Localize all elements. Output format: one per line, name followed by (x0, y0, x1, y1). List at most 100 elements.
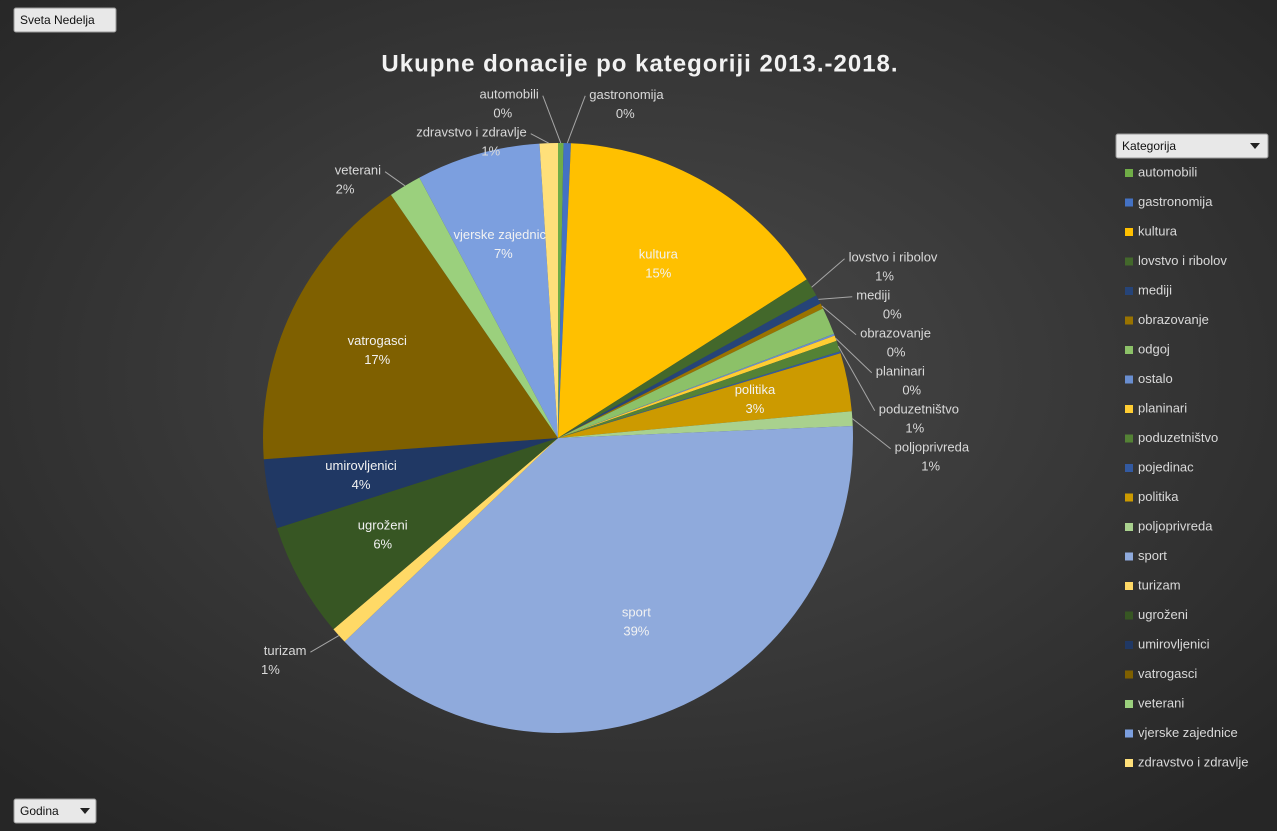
legend-swatch (1125, 611, 1133, 620)
data-label: lovstvo i ribolov 1% (849, 250, 938, 284)
legend-label: obrazovanje (1138, 312, 1209, 327)
legend-label: vatrogasci (1138, 666, 1197, 681)
legend-swatch (1125, 257, 1133, 266)
legend-swatch (1125, 670, 1133, 679)
data-label: poduzetništvo 1% (879, 402, 959, 436)
label-category: turizam (264, 644, 307, 659)
data-label: obrazovanje 0% (860, 326, 931, 360)
button-box[interactable] (1115, 133, 1269, 159)
label-category: veterani (335, 163, 381, 178)
legend-swatch (1125, 228, 1133, 236)
button-label[interactable]: Kategorija (1122, 139, 1176, 153)
pie-slice (390, 177, 558, 438)
leader-line (835, 337, 873, 374)
dropdown-arrow[interactable] (1250, 143, 1260, 149)
leader-line (566, 95, 586, 144)
label-value: 2% (336, 182, 355, 197)
axis-filter-button[interactable]: Godina (13, 798, 97, 824)
legend-label: planinari (1138, 400, 1187, 415)
data-label: kultura 15% (639, 247, 679, 281)
label-category: lovstvo i ribolov (849, 250, 938, 265)
pie-slice (539, 143, 558, 438)
label-value: 1% (481, 144, 500, 159)
label-category: politika (735, 382, 776, 397)
dropdown-arrow[interactable] (80, 808, 90, 814)
pie-slice (558, 143, 807, 438)
label-category: vjerske zajednice (453, 227, 553, 242)
pie-slice (558, 411, 853, 438)
leader-line (821, 305, 857, 336)
leader-line (852, 418, 891, 450)
data-label: politika 3% (735, 382, 776, 416)
button-box[interactable] (13, 7, 117, 33)
pie-slice (558, 308, 835, 438)
legend-swatch (1125, 434, 1133, 443)
legend-label: vjerske zajednice (1138, 725, 1238, 740)
label-value: 0% (616, 106, 635, 121)
legend-swatch (1125, 641, 1133, 649)
leader-line (811, 258, 845, 288)
legend-swatch (1125, 700, 1133, 708)
data-label: veterani 2% (335, 163, 381, 197)
legend-label: kultura (1138, 223, 1178, 238)
leader-line (542, 95, 562, 144)
label-value: 0% (883, 307, 902, 322)
label-value: 4% (352, 478, 371, 493)
data-label: gastronomija 0% (589, 87, 664, 121)
pie-slice (558, 335, 837, 438)
pie-slice (558, 143, 564, 438)
label-category: poljoprivreda (895, 440, 970, 455)
label-value: 15% (645, 266, 671, 281)
report-filter-button[interactable]: Sveta Nedelja (13, 7, 117, 33)
data-label: turizam 1% (261, 644, 306, 678)
label-category: ugroženi (358, 518, 408, 533)
label-value: 0% (902, 383, 921, 398)
chart-title: Ukupne donacije po kategoriji 2013.-2018… (381, 50, 898, 77)
legend-filter-button[interactable]: Kategorija (1115, 133, 1269, 159)
label-category: umirovljenici (325, 459, 397, 474)
label-value: 0% (493, 106, 512, 121)
label-category: vatrogasci (348, 333, 407, 348)
pie-slice (277, 438, 558, 630)
legend-label: gastronomija (1138, 194, 1213, 209)
button-label[interactable]: Sveta Nedelja (20, 13, 95, 27)
legend-swatch (1125, 759, 1133, 767)
label-category: zdravstvo i zdravlje (416, 125, 527, 140)
legend-label: pojedinac (1138, 459, 1194, 474)
legend-label: mediji (1138, 282, 1172, 297)
label-value: 17% (364, 352, 390, 367)
pie-slice (558, 353, 852, 438)
pie-slice (344, 425, 853, 733)
pie-slice (558, 303, 824, 438)
legend-swatch (1125, 523, 1133, 531)
label-value: 39% (623, 624, 649, 639)
data-label: automobili 0% (480, 87, 539, 121)
legend-swatch (1125, 464, 1133, 472)
button-label[interactable]: Godina (20, 804, 59, 818)
legend-swatch (1125, 287, 1133, 295)
pie-slice (333, 438, 558, 642)
pie-slice (558, 333, 835, 438)
pie-slice (558, 351, 841, 438)
data-label: zdravstvo i zdravlje 1% (416, 125, 527, 159)
data-label: sport 39% (622, 605, 651, 639)
pie-slice (419, 143, 558, 439)
legend-swatch (1125, 316, 1133, 325)
legend-label: veterani (1138, 695, 1184, 710)
legend-swatch (1125, 346, 1133, 354)
label-category: obrazovanje (860, 326, 931, 341)
legend-swatch (1125, 552, 1133, 561)
data-label: planinari 0% (876, 364, 925, 398)
leader-line (837, 345, 876, 411)
pie-slice (558, 340, 841, 438)
data-label: vatrogasci 17% (348, 333, 407, 367)
label-category: poduzetništvo (879, 402, 959, 417)
legend-label: umirovljenici (1138, 636, 1210, 651)
button-box[interactable] (13, 798, 97, 824)
label-value: 1% (921, 459, 940, 474)
pie-slice (263, 438, 558, 529)
pie-slice (558, 295, 821, 438)
pie-slice (263, 194, 558, 460)
